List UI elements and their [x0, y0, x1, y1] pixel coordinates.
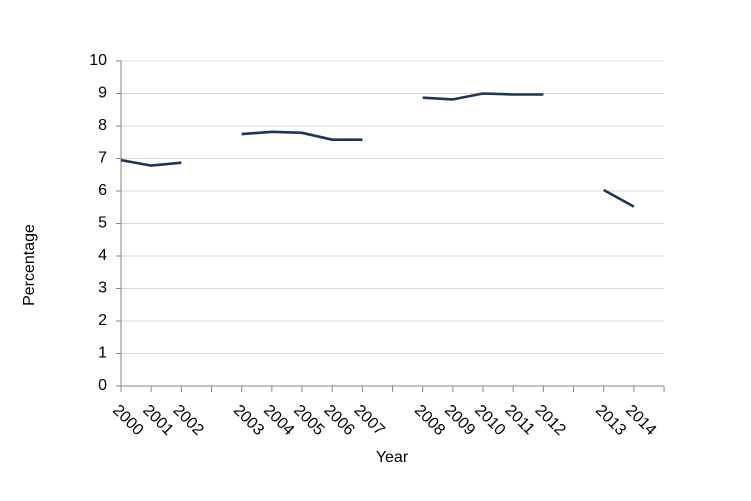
y-tick-label: 3	[98, 280, 107, 297]
y-tick-label: 8	[98, 117, 107, 134]
x-tick-label: 2005	[290, 402, 327, 439]
x-tick-label: 2010	[471, 402, 508, 439]
x-tick-label: 2002	[170, 402, 207, 439]
x-axis-title: Year	[376, 449, 409, 466]
x-tick-label: 2001	[139, 402, 176, 439]
x-tick-label: 2012	[532, 402, 569, 439]
x-tick-label: 2000	[109, 402, 146, 439]
y-axis-title: Percentage	[21, 224, 38, 306]
x-tick-label: 2007	[351, 402, 388, 439]
y-tick-label: 2	[98, 312, 107, 329]
y-tick-label: 9	[98, 85, 107, 102]
x-tick-label: 2003	[230, 402, 267, 439]
y-tick-label: 0	[98, 377, 107, 394]
x-tick-label: 2014	[622, 402, 659, 439]
y-tick-label: 6	[98, 182, 107, 199]
y-tick-label: 1	[98, 345, 107, 362]
data-line	[120, 92, 635, 208]
x-tick-label: 2013	[592, 402, 629, 439]
y-tick-label: 4	[98, 247, 107, 264]
y-tick-label: 5	[98, 215, 107, 232]
x-tick-label: 2004	[260, 402, 297, 439]
x-tick-label: 2009	[441, 402, 478, 439]
y-tick-label: 7	[98, 150, 107, 167]
y-tick-label: 10	[89, 52, 107, 69]
x-tick-label: 2006	[320, 402, 357, 439]
x-tick-label: 2008	[411, 402, 448, 439]
x-tick-label: 2011	[501, 402, 537, 438]
